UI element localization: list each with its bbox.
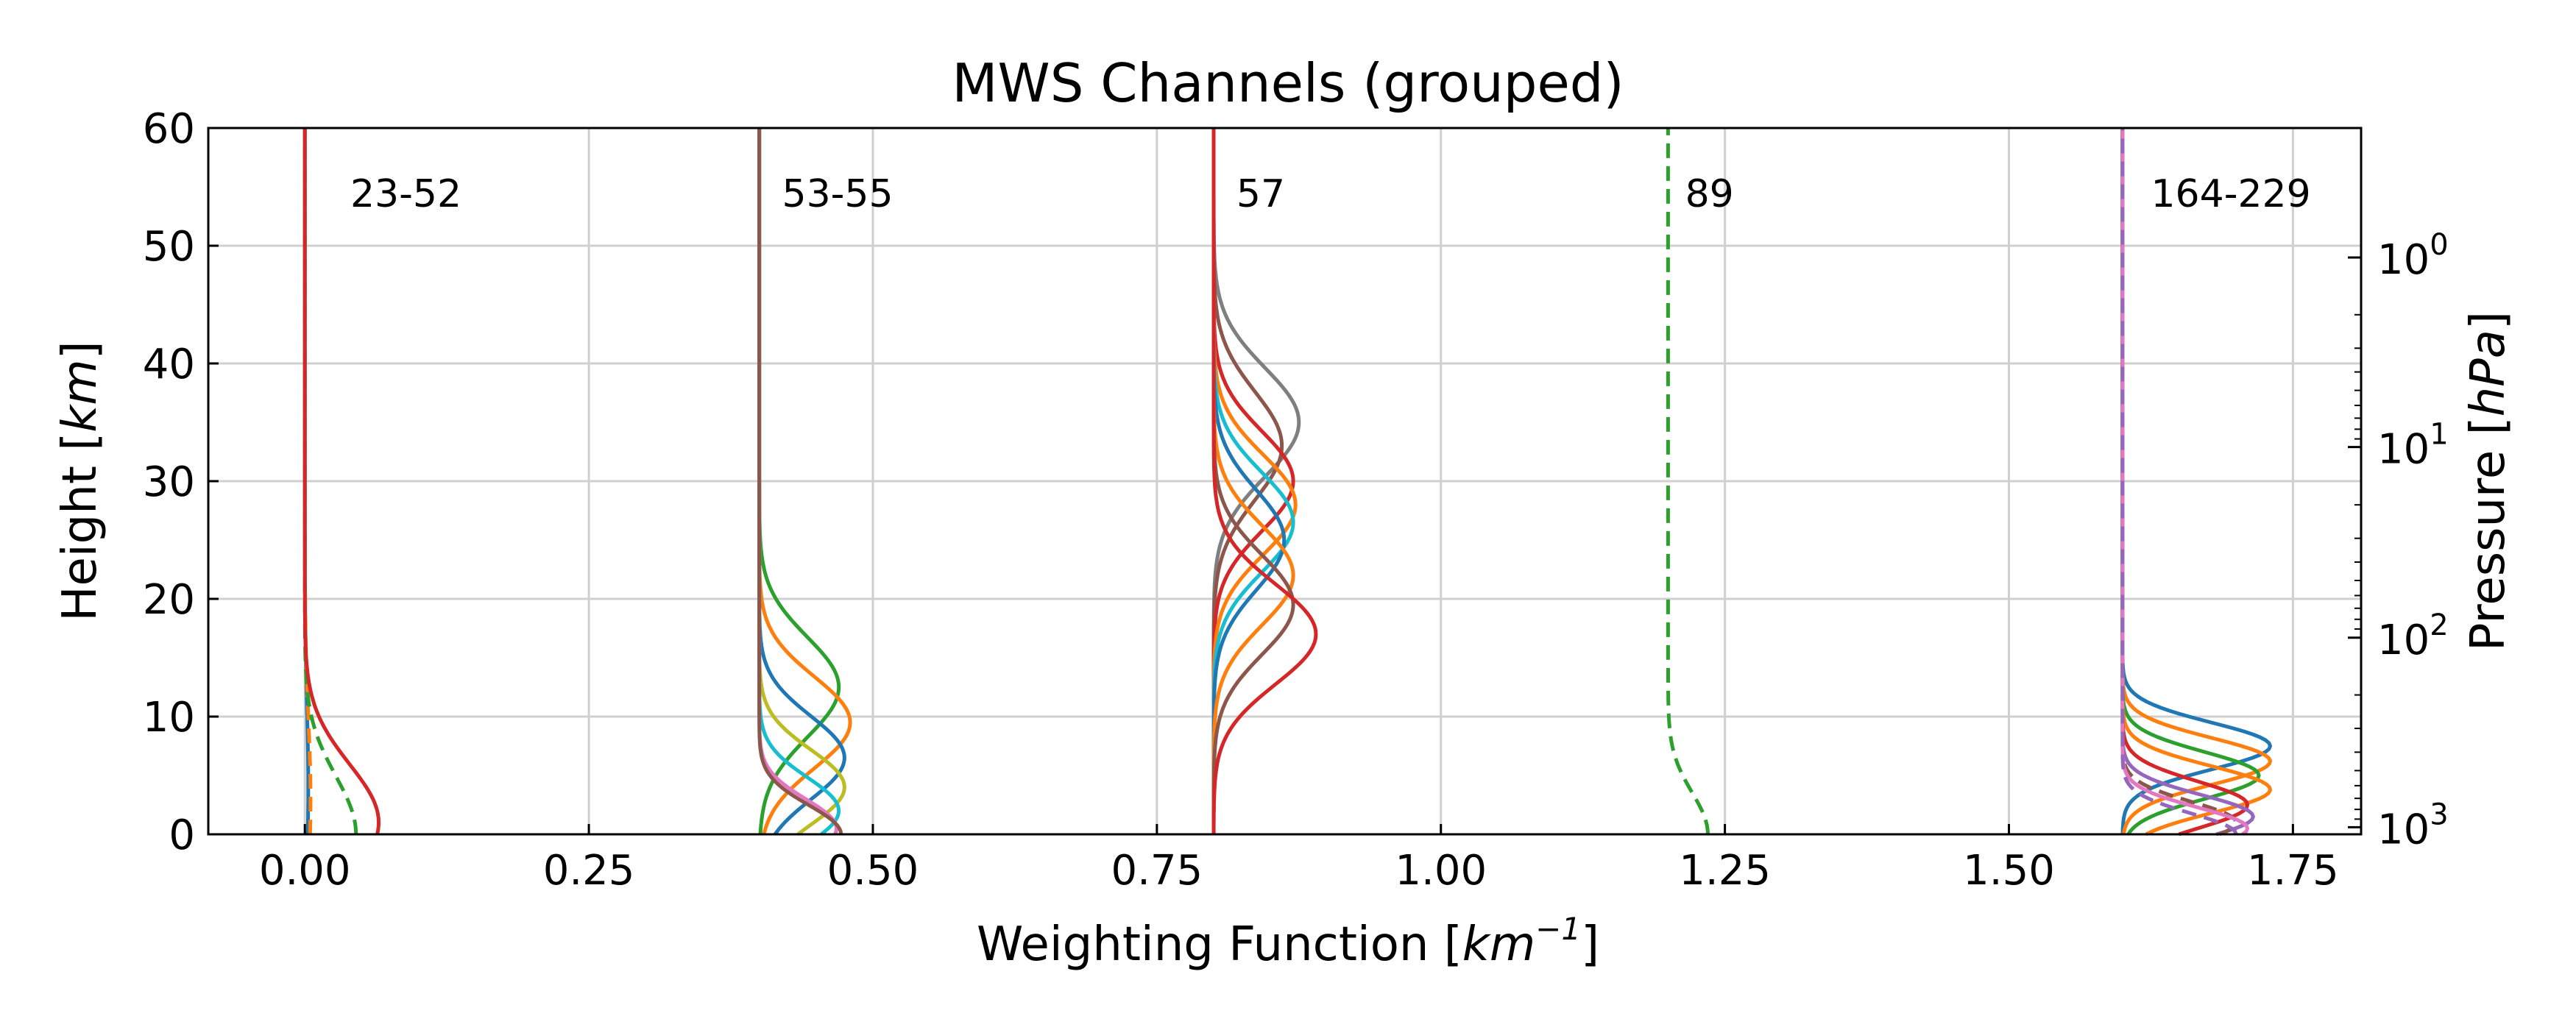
group-label-4: 164-229 <box>2151 172 2310 216</box>
y-tick-label: 10 <box>143 694 195 742</box>
y-tick-label: 60 <box>143 105 195 153</box>
x-tick-label: 1.75 <box>2247 847 2339 895</box>
x-tick-label: 0.25 <box>543 847 635 895</box>
y-axis: 0 10 20 30 40 50 60 <box>143 105 219 859</box>
group-label-3: 89 <box>1685 172 1734 216</box>
y-tick-label: 30 <box>143 458 195 506</box>
x-tick-label: 0.50 <box>827 847 919 895</box>
y-tick-label: 40 <box>143 341 195 388</box>
group-labels: 23-52 53-55 57 89 164-229 <box>350 172 2311 216</box>
x-tick-label: 1.25 <box>1679 847 1771 895</box>
series-line-89-20 <box>1666 128 1710 835</box>
chart-title: MWS Channels (grouped) <box>952 52 1624 114</box>
pressure-tick-label: 102 <box>2377 608 2449 664</box>
grid-lines <box>208 127 2361 836</box>
x-tick-label: 1.50 <box>1963 847 2055 895</box>
pressure-tick-label: 101 <box>2377 418 2449 474</box>
x-tick-label: 1.00 <box>1395 847 1487 895</box>
x-axis: 0.00 0.25 0.50 0.75 1.00 1.25 1.50 1.75 <box>259 824 2339 895</box>
series-line-57-19 <box>1211 128 1318 834</box>
y-axis-label: Height [km] <box>53 341 107 621</box>
pressure-axis: 100 101 102 103 <box>2348 228 2449 853</box>
x-tick-label: 0.75 <box>1111 847 1203 895</box>
pressure-tick-label: 100 <box>2377 228 2449 284</box>
y-tick-label: 20 <box>143 576 195 624</box>
x-axis-label: Weighting Function [km−1] <box>977 911 1599 972</box>
series-layer <box>302 128 2272 837</box>
group-label-0: 23-52 <box>350 172 461 216</box>
y-tick-label: 0 <box>169 811 195 859</box>
group-label-2: 57 <box>1236 172 1285 216</box>
group-label-1: 53-55 <box>782 172 893 216</box>
y-tick-label: 50 <box>143 223 195 271</box>
x-tick-label: 0.00 <box>259 847 351 895</box>
pressure-tick-label: 103 <box>2377 798 2449 853</box>
series-line-164-229-29 <box>2120 128 2238 835</box>
series-line-53-55-10 <box>757 128 843 835</box>
series-line-23-52-3 <box>302 128 381 835</box>
pressure-axis-label: Pressure [hPa] <box>2461 311 2516 651</box>
